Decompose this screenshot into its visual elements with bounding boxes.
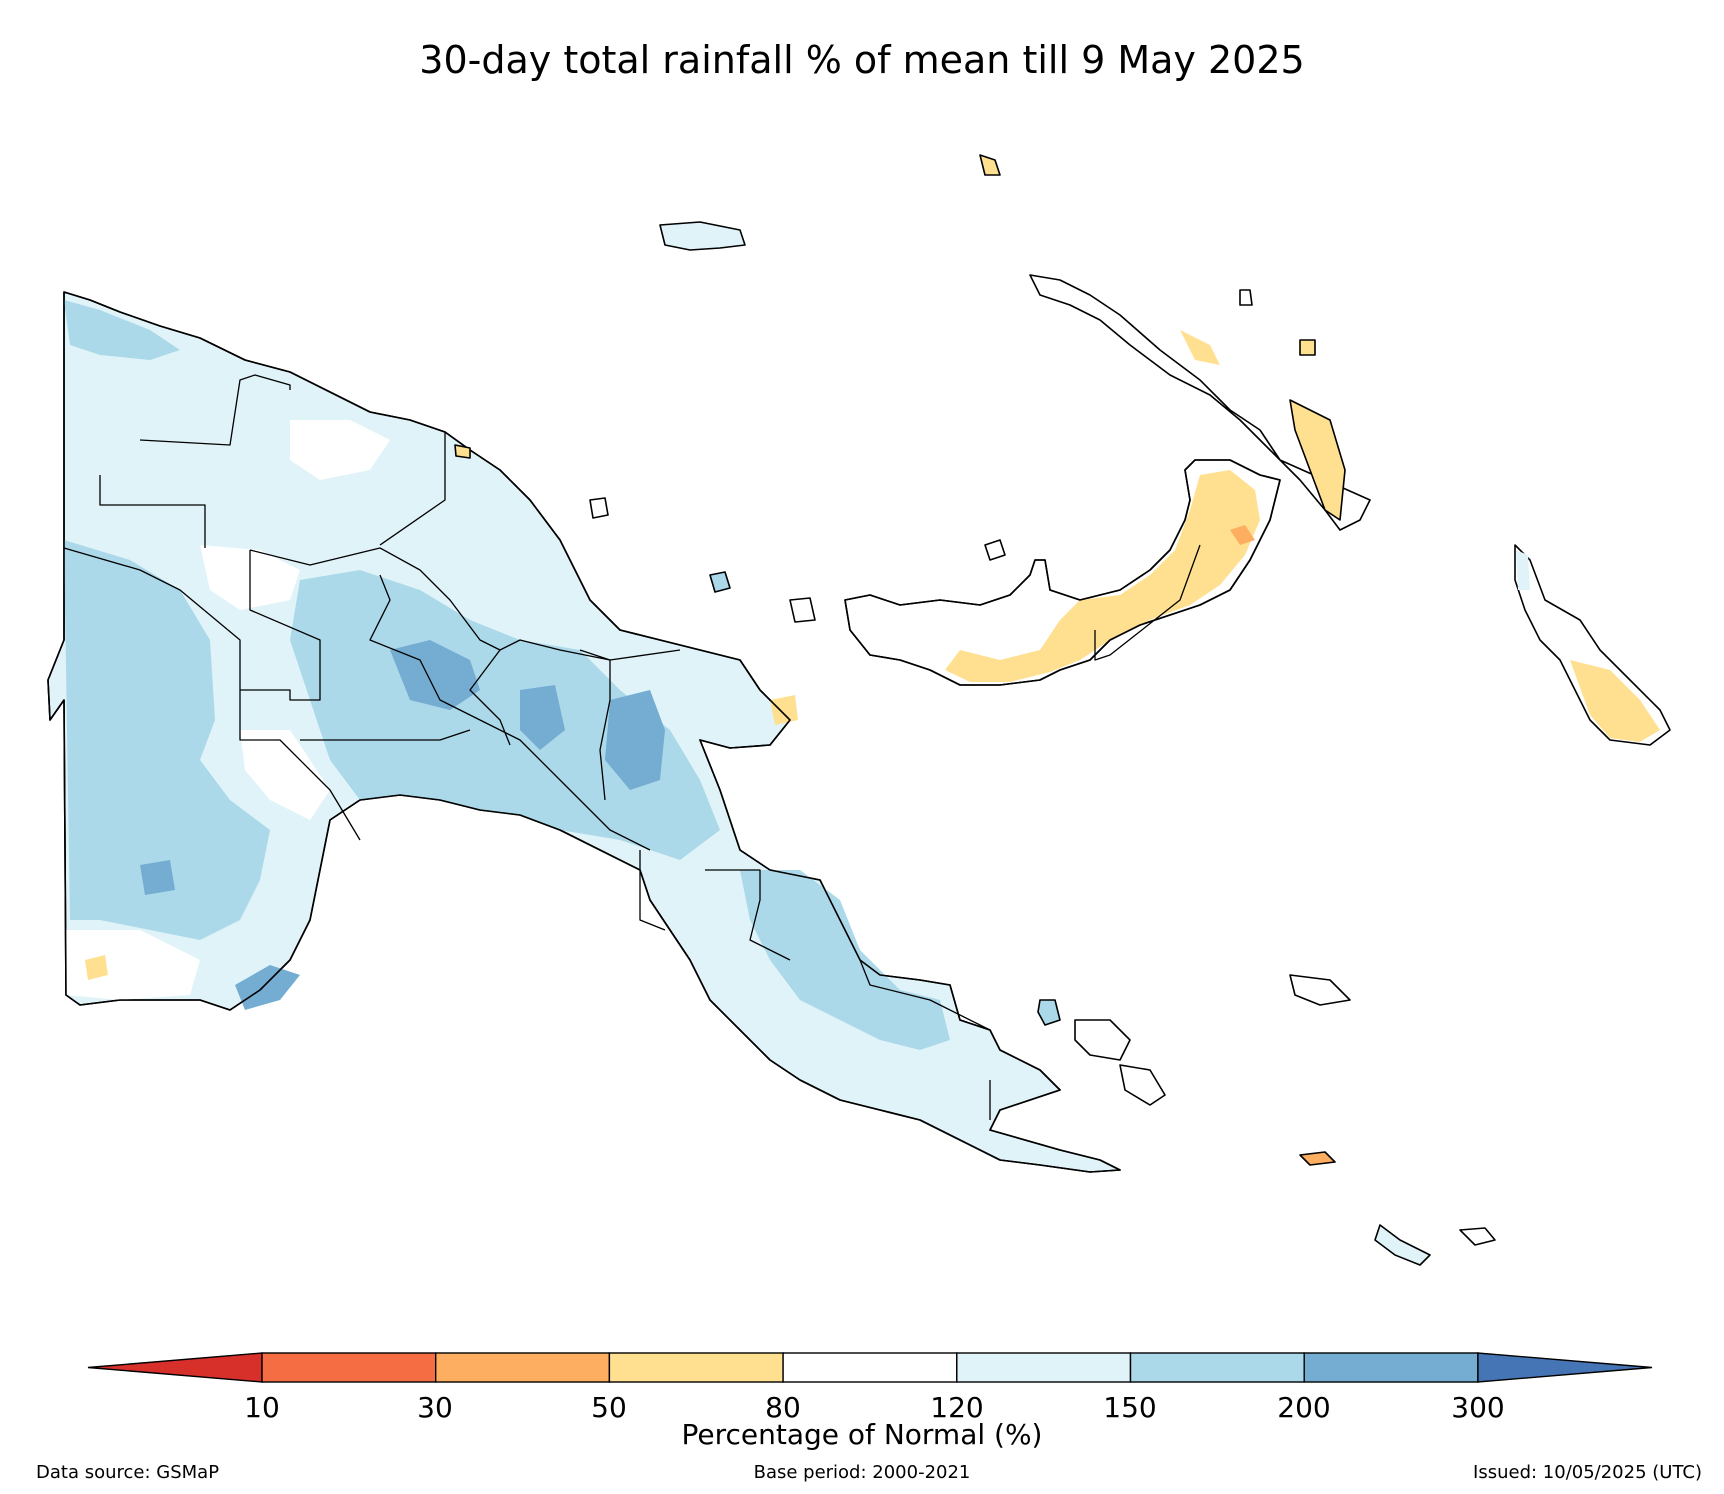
mainland-yellow-1 [770, 695, 798, 725]
mainland-dark-2 [605, 690, 665, 790]
colorbar-bin-80-120 [782, 1352, 958, 1383]
mussau-island [979, 154, 1001, 176]
mainland-coast [47, 291, 1121, 1173]
new-ireland-yellow-2 [1180, 330, 1220, 365]
mainland-white-2 [290, 420, 390, 480]
mainland-dark-5 [235, 965, 300, 1010]
colorbar-tick-120: 120 [930, 1391, 984, 1424]
tabar-island [1239, 289, 1253, 306]
fergusson-island [1074, 1019, 1131, 1061]
colorbar-bin-120-150 [956, 1352, 1132, 1383]
mainland-dark-4 [140, 860, 175, 895]
rossel-island [1374, 1224, 1431, 1266]
mainland-blue-east [740, 870, 950, 1050]
colorbar-bin-30-50 [435, 1352, 611, 1383]
lihir-island [1299, 339, 1316, 356]
colorbar-bin-150-200 [1129, 1352, 1305, 1383]
small-island-2 [589, 497, 609, 519]
manus-island [659, 221, 746, 251]
colorbar-tick-80: 80 [765, 1391, 801, 1424]
mainland-blue-west [64, 540, 270, 940]
colorbar-tick-10: 10 [244, 1391, 280, 1424]
rainfall-map [47, 154, 1671, 1266]
mainland-dark-3 [520, 685, 565, 750]
goodenough-island [1037, 999, 1061, 1026]
mainland-blue-north [64, 300, 180, 360]
bougainville-blue [1516, 550, 1530, 590]
colorbar-bin-10-30 [261, 1352, 437, 1383]
footer-data-source: Data source: GSMaP [36, 1462, 220, 1483]
colorbar-tick-200: 200 [1277, 1391, 1331, 1424]
long-island [789, 597, 816, 623]
colorbar-label: Percentage of Normal (%) [681, 1418, 1043, 1451]
colorbar-tick-50: 50 [591, 1391, 627, 1424]
mainland-yellow-2 [85, 955, 108, 980]
footer-issued: Issued: 10/05/2025 (UTC) [1473, 1462, 1702, 1483]
colorbar-bin-200-300 [1303, 1352, 1479, 1383]
mainland-blue-highlands [290, 570, 720, 860]
colorbar-extend-low [87, 1352, 263, 1383]
colorbar-bin-50-80 [608, 1352, 784, 1383]
mainland-white-3 [240, 730, 330, 820]
normanby-island [1119, 1064, 1166, 1106]
map-title: 30-day total rainfall % of mean till 9 M… [419, 38, 1305, 82]
new-ireland-yellow [1289, 399, 1346, 521]
bougainville-yellow [1570, 660, 1660, 742]
karkar-island [709, 571, 731, 593]
new-britain-outline [844, 459, 1281, 686]
footer-base-period: Base period: 2000-2021 [753, 1462, 971, 1483]
small-island-1 [454, 444, 471, 459]
new-britain-orange [1230, 525, 1255, 545]
umboi-island [984, 539, 1006, 561]
colorbar-tick-300: 300 [1451, 1391, 1505, 1424]
trobriand-islands [1289, 974, 1351, 1006]
new-britain-boundary [1094, 544, 1201, 661]
colorbar-tick-30: 30 [417, 1391, 453, 1424]
colorbar-extend-high [1477, 1352, 1653, 1383]
colorbar-tick-150: 150 [1103, 1391, 1157, 1424]
mainland-white-4 [66, 930, 200, 1000]
new-britain-yellow [945, 470, 1260, 682]
province-boundaries [63, 374, 991, 1120]
woodlark-island [1459, 1227, 1496, 1246]
misima-island [1299, 1151, 1336, 1166]
